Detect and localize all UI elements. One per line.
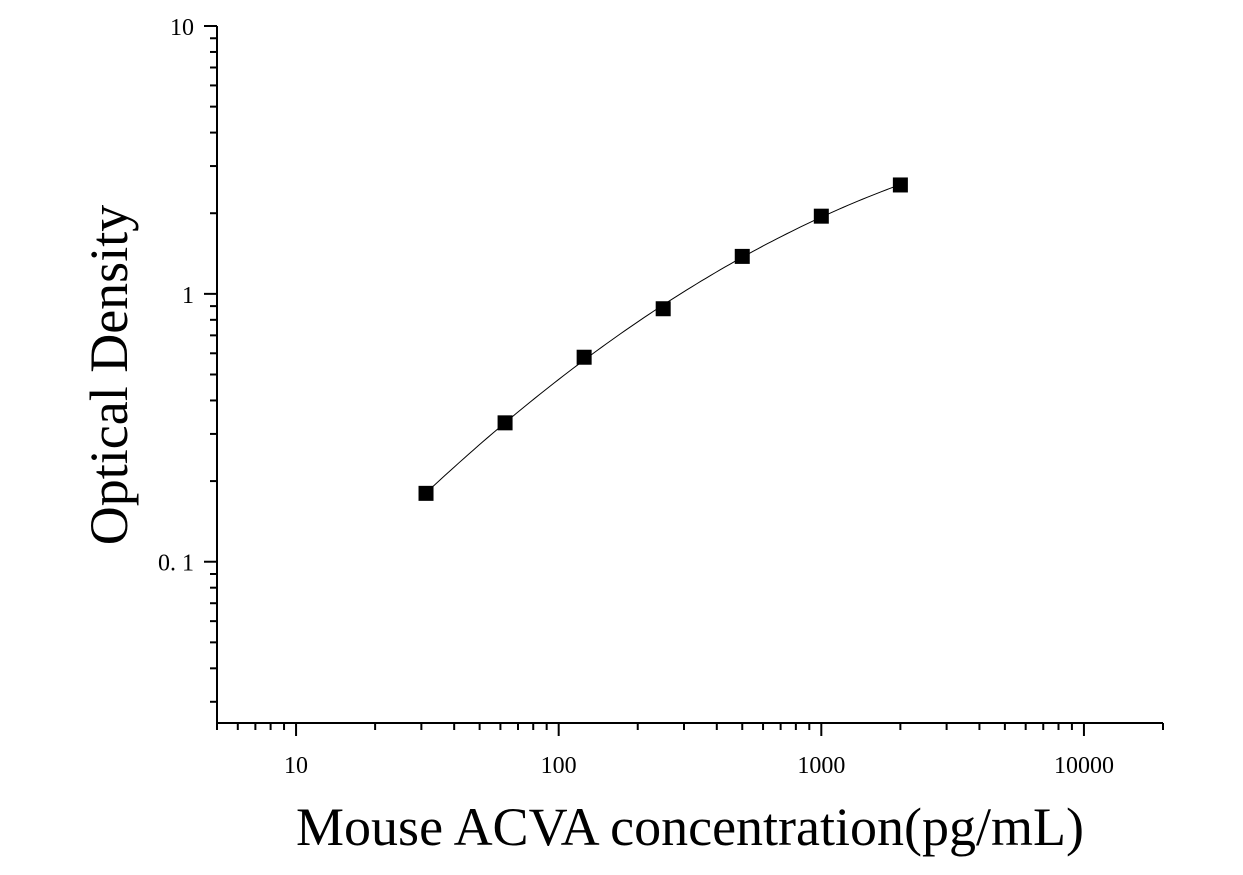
axes	[216, 26, 1163, 724]
data-point	[892, 177, 908, 193]
y-tick-label: 0. 1	[158, 551, 194, 577]
x-tick-label: 1000	[797, 753, 845, 779]
fit-curve	[425, 184, 901, 494]
y-tick-label: 1	[182, 283, 194, 309]
data-point	[813, 208, 829, 224]
data-point	[576, 349, 592, 365]
data-point	[497, 415, 513, 431]
data-point	[655, 301, 671, 317]
x-tick-label: 100	[541, 753, 577, 779]
x-tick-label: 10000	[1054, 753, 1114, 779]
data-points	[418, 177, 908, 501]
x-axis-title: Mouse ACVA concentration(pg/mL)	[296, 797, 1084, 857]
y-tick-label: 10	[170, 15, 194, 41]
y-axis-title: Optical Density	[79, 205, 139, 545]
ticks: 10 100 1000 10000 0. 1 1 10	[158, 15, 1164, 779]
x-tick-label: 10	[284, 753, 308, 779]
data-point	[418, 485, 434, 501]
data-point	[734, 248, 750, 264]
